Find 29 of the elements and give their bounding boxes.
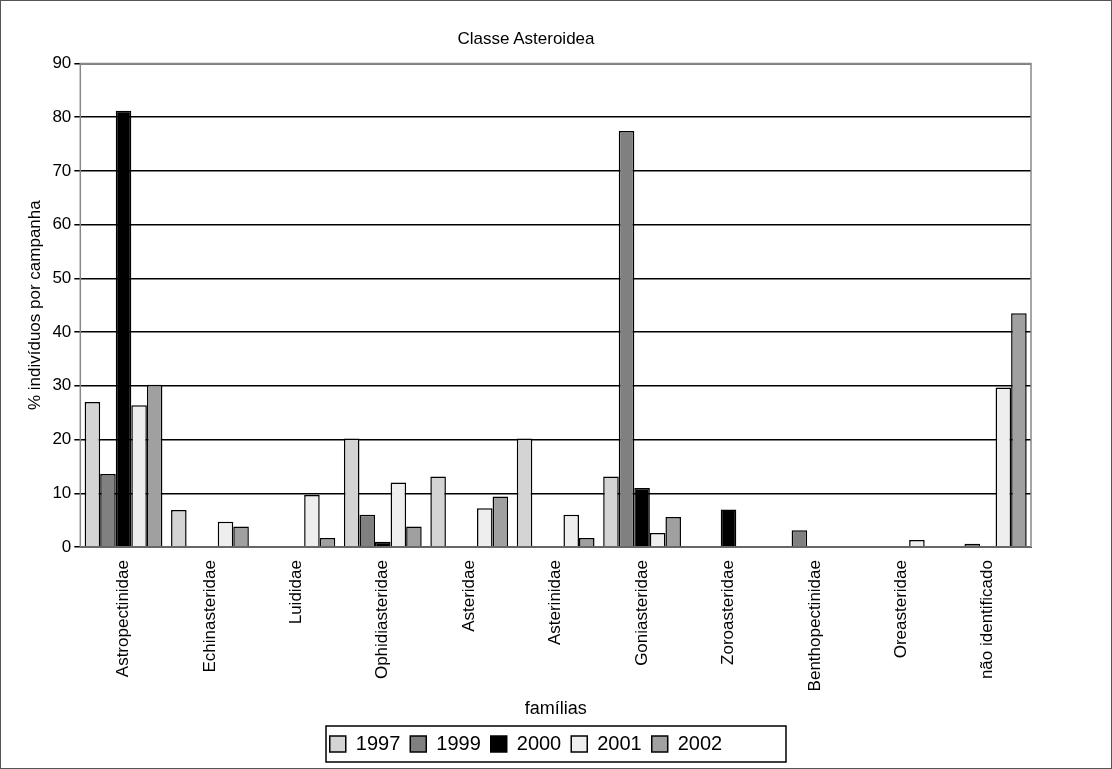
x-tick-label: Oreasteridae — [891, 560, 911, 659]
y-tick-label: 40 — [52, 321, 72, 341]
x-tick-label: Astropectinidae — [113, 560, 133, 678]
y-tick-label: 70 — [52, 160, 72, 180]
y-tick-label: 90 — [52, 53, 72, 73]
legend-label: 1999 — [436, 731, 481, 754]
y-tick-label: 80 — [52, 106, 72, 126]
y-tick-label: 30 — [52, 375, 72, 395]
legend-label: 2002 — [677, 731, 723, 754]
y-tick-label: 20 — [52, 429, 72, 449]
x-tick-label: Ophidiasteridae — [372, 560, 392, 680]
x-tick-label: não identificado — [977, 560, 997, 680]
y-tick-label: 60 — [52, 214, 72, 234]
legend-label: 1997 — [355, 731, 401, 754]
y-tick-label: 0 — [61, 536, 72, 556]
x-tick-label: Zoroasteridae — [718, 560, 738, 665]
y-axis-title: % indivíduos por campanha — [24, 199, 44, 411]
x-tick-label: Goniasteridae — [631, 560, 651, 666]
legend-label: 2001 — [597, 731, 642, 754]
x-axis-title: famílias — [524, 698, 587, 719]
x-tick-label: Luididae — [286, 560, 306, 625]
x-tick-label: Asterinidae — [545, 560, 565, 646]
legend-label: 2000 — [516, 731, 562, 754]
x-tick-label: Asteridae — [458, 560, 478, 632]
x-tick-label: Benthopectinidae — [804, 560, 824, 692]
y-tick-label: 10 — [52, 482, 72, 502]
y-tick-label: 50 — [52, 268, 72, 288]
x-tick-label: Echinasteridae — [199, 560, 219, 673]
chart-title: Classe Asteroidea — [457, 28, 596, 48]
